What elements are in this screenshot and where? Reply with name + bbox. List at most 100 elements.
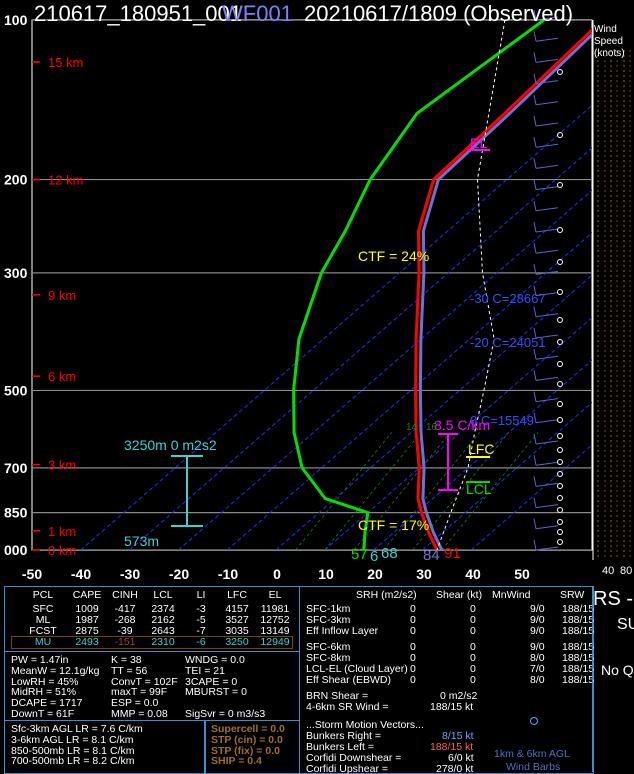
kinematics-cell: 188/15 bbox=[562, 603, 595, 615]
wind-barb-flag bbox=[533, 433, 537, 445]
isotherm-20-label: -20 C=24051 bbox=[470, 335, 546, 350]
parcel-cell: -268 bbox=[114, 614, 136, 626]
wind-barb bbox=[535, 313, 559, 318]
kinematics-cell: 0 bbox=[470, 663, 476, 675]
wind-barb bbox=[535, 525, 559, 530]
series-parcel bbox=[436, 20, 506, 550]
kinematics-header: MnWind bbox=[492, 589, 531, 601]
wind-speed-label: Wind Speed bbox=[594, 24, 623, 47]
mixing-ratio-16-label: 16 bbox=[426, 422, 438, 433]
parcel-header-pcl: PCL bbox=[32, 589, 54, 601]
parcel-cell: 2374 bbox=[151, 603, 175, 615]
wind-marker bbox=[557, 483, 563, 489]
lapse-list: Sfc-3km AGL LR = 7.6 C/km 3-6km AGL LR = … bbox=[11, 724, 143, 767]
bunkers-left-label: Bunkers Left = bbox=[306, 741, 374, 753]
wind-marker bbox=[557, 401, 563, 407]
wind-barb bbox=[535, 270, 559, 275]
parameter-value: STP (fix) = 0.0 bbox=[211, 744, 280, 757]
parcel-header-li: LI bbox=[196, 589, 206, 601]
wind-marker bbox=[557, 361, 563, 367]
index-value: TEI = 21 bbox=[185, 664, 225, 677]
parcel-cell: 4157 bbox=[225, 603, 249, 615]
parcel-cell: -151 bbox=[114, 636, 136, 648]
wind-barb bbox=[535, 249, 559, 254]
wind-barb bbox=[535, 164, 559, 169]
skewt-chart: 100 200 300 500 700 850 000 -50 -40 -30 -20 -10 0 10 2… bbox=[4, 9, 631, 582]
wind-marker bbox=[557, 69, 563, 75]
isotherm-0-label: 0 C=15549 bbox=[470, 413, 534, 428]
corfidi-down-row: Corfidi Downshear = 6/0 kt bbox=[306, 753, 586, 764]
parcel-header-cape: CAPE bbox=[72, 589, 102, 601]
brn-row: BRN Shear = 0 m2/s2 bbox=[306, 691, 586, 702]
wind-barb-flag bbox=[533, 31, 537, 42]
height-label: 15 km bbox=[48, 55, 83, 70]
parcel-cell: 3527 bbox=[225, 614, 249, 626]
isotherm-line bbox=[226, 232, 592, 550]
indices-panel: PW = 1.47in MeanW = 12.1g/kg LowRH = 45% Mi… bbox=[4, 651, 300, 721]
kinematics-cell: 0 bbox=[410, 625, 416, 637]
title-obs: (Observed) bbox=[463, 1, 574, 26]
effective-layer-label: 3250m 0 m2s2 bbox=[124, 437, 217, 453]
temp-tick-label: -40 bbox=[71, 566, 91, 582]
indices-col1: PW = 1.47in MeanW = 12.1g/kg LowRH = 45% Mi… bbox=[11, 655, 99, 720]
isotherm-line bbox=[275, 274, 592, 550]
wind-marker bbox=[557, 519, 563, 525]
wind-barb-flag bbox=[533, 285, 537, 296]
kinematics-cell: 0 bbox=[470, 614, 476, 626]
wind-speed-tick-80: 80 bbox=[620, 565, 633, 577]
parameter-value: STP (cin) = 0.0 bbox=[211, 733, 283, 746]
surface-dewpoint-label: 57 bbox=[351, 546, 368, 563]
title-left: 210617_180951_001 bbox=[34, 1, 243, 26]
wind-marker bbox=[557, 381, 563, 387]
sr-label: 4-6km SR Wind = bbox=[306, 701, 389, 713]
parcel-cell: 3250 bbox=[225, 636, 249, 648]
height-label: 12 km bbox=[48, 173, 83, 188]
wind-marker bbox=[557, 529, 563, 535]
temp-tick-label: -20 bbox=[169, 566, 189, 582]
surface-virtual-label: 84 bbox=[423, 547, 440, 564]
wind-barb-flag bbox=[533, 539, 537, 551]
parcel-cell: 12949 bbox=[260, 636, 290, 648]
isotherm-30-label: -30 C=28667 bbox=[470, 291, 546, 306]
lfc-label: LFC bbox=[468, 441, 494, 457]
kinematics-cell: 0 bbox=[470, 625, 476, 637]
kinematics-cell: 188/15 bbox=[562, 641, 595, 653]
wind-barb-flag bbox=[533, 243, 537, 254]
wind-marker bbox=[557, 447, 563, 453]
kinematics-cell: 188/15 bbox=[562, 663, 595, 675]
index-value: MBURST = 0 bbox=[185, 686, 247, 699]
height-label: 6 km bbox=[48, 369, 76, 384]
title-right: 20210617/1809 bbox=[304, 1, 457, 26]
wind-barb bbox=[535, 355, 559, 360]
storm-title: ...Storm Motion Vectors... bbox=[306, 719, 424, 731]
parcel-row-highlight bbox=[11, 636, 293, 649]
kinematics-cell: 188/15 bbox=[562, 614, 595, 626]
params-panel: Supercell = 0.0 STP (cin) = 0.0 STP (fix) … bbox=[204, 720, 300, 774]
title-mid: WF001 bbox=[222, 1, 293, 26]
parcel-cell: 2643 bbox=[151, 625, 175, 637]
surface-temp-label: 91 bbox=[444, 545, 461, 562]
lapse-km-label: 8.5 C/km bbox=[434, 417, 490, 433]
height-label: 0 km bbox=[48, 543, 76, 558]
height-label: 3 km bbox=[48, 458, 76, 473]
wind-barb bbox=[535, 482, 559, 487]
lapse-rate-value: 700-500mb LR = 8.2 C/km bbox=[11, 755, 135, 768]
pressure-label: 000 bbox=[4, 542, 28, 558]
surface-dew-small-label: 6 bbox=[370, 548, 378, 565]
wind-barb-flag bbox=[533, 179, 537, 190]
bunkers-left-row: Bunkers Left = 188/15 kt bbox=[306, 742, 586, 753]
wind-barb-flag bbox=[533, 327, 537, 339]
pressure-label: 200 bbox=[4, 172, 28, 188]
wind-barb bbox=[535, 292, 559, 297]
wind-barb bbox=[535, 376, 559, 381]
parcel-cell: 2493 bbox=[75, 636, 99, 648]
parcel-cell: 2875 bbox=[75, 625, 99, 637]
wind-barb-flag bbox=[533, 221, 537, 233]
bunkers-left-value: 188/15 kt bbox=[430, 741, 474, 753]
kinematics-cell: 188/15 bbox=[562, 652, 595, 664]
kinematics-cell: SFC-6km bbox=[306, 641, 351, 653]
wind-barb-flag bbox=[533, 370, 537, 381]
pressure-label: 100 bbox=[4, 12, 28, 28]
index-value: K = 38 bbox=[111, 654, 142, 666]
